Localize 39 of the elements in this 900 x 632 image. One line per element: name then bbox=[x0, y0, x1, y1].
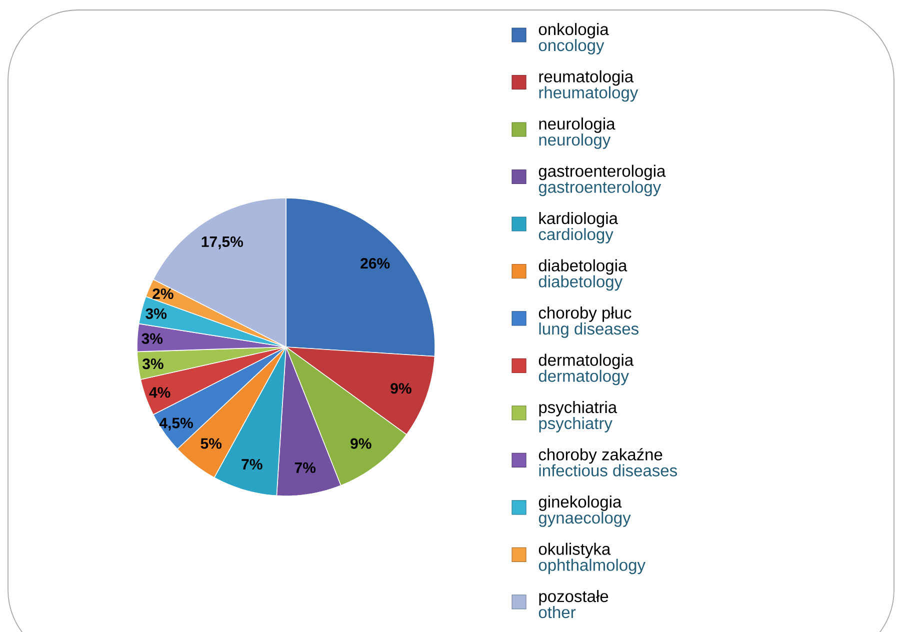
legend-label: dermatologia bbox=[538, 354, 634, 370]
legend-label: diabetologia bbox=[538, 259, 628, 275]
legend-label: choroby zakaźne bbox=[538, 448, 662, 464]
data-label: 2% bbox=[152, 288, 174, 300]
legend-label: pozostałe bbox=[539, 590, 608, 606]
legend-label: onkologia bbox=[538, 23, 609, 38]
text: gastroenterology bbox=[538, 180, 662, 196]
text: cardiology bbox=[538, 228, 614, 244]
legend-label: choroby płuc bbox=[538, 306, 632, 322]
legend-label: kardiologia bbox=[539, 212, 618, 228]
text: lung diseases bbox=[539, 322, 638, 338]
data-label: 3% bbox=[142, 358, 164, 370]
text: ophthalmology bbox=[538, 558, 646, 574]
data-label: 4,5% bbox=[159, 418, 193, 430]
data-label: 5% bbox=[200, 438, 222, 449]
legend-label: reumatologia bbox=[539, 70, 634, 86]
text: diabetology bbox=[538, 275, 623, 291]
data-label: 17,5% bbox=[202, 236, 244, 250]
legend-label: neurologia bbox=[539, 118, 616, 133]
text: dermatology bbox=[538, 370, 629, 386]
data-label: 3% bbox=[146, 308, 167, 319]
text: neurology bbox=[539, 134, 611, 149]
text: other bbox=[538, 606, 576, 618]
data-label: 3% bbox=[142, 333, 163, 344]
text: oncology bbox=[538, 39, 604, 54]
text: infectious diseases bbox=[539, 464, 677, 476]
data-label: 9% bbox=[390, 383, 412, 394]
text: psychiatry bbox=[539, 417, 612, 432]
text: rheumatology bbox=[539, 86, 638, 102]
data-label: 7% bbox=[242, 459, 262, 470]
data-label: 26% bbox=[360, 258, 390, 269]
text: gynaecology bbox=[538, 512, 631, 527]
data-label: 9% bbox=[350, 438, 372, 449]
legend-label: gastroenterologia bbox=[538, 164, 666, 180]
legend-label: ginekologia bbox=[538, 496, 622, 511]
legend-label: okulistyka bbox=[538, 542, 611, 558]
data-label: 4% bbox=[149, 387, 170, 398]
data-label: 7% bbox=[294, 462, 316, 473]
legend-label: psychiatria bbox=[539, 401, 618, 416]
